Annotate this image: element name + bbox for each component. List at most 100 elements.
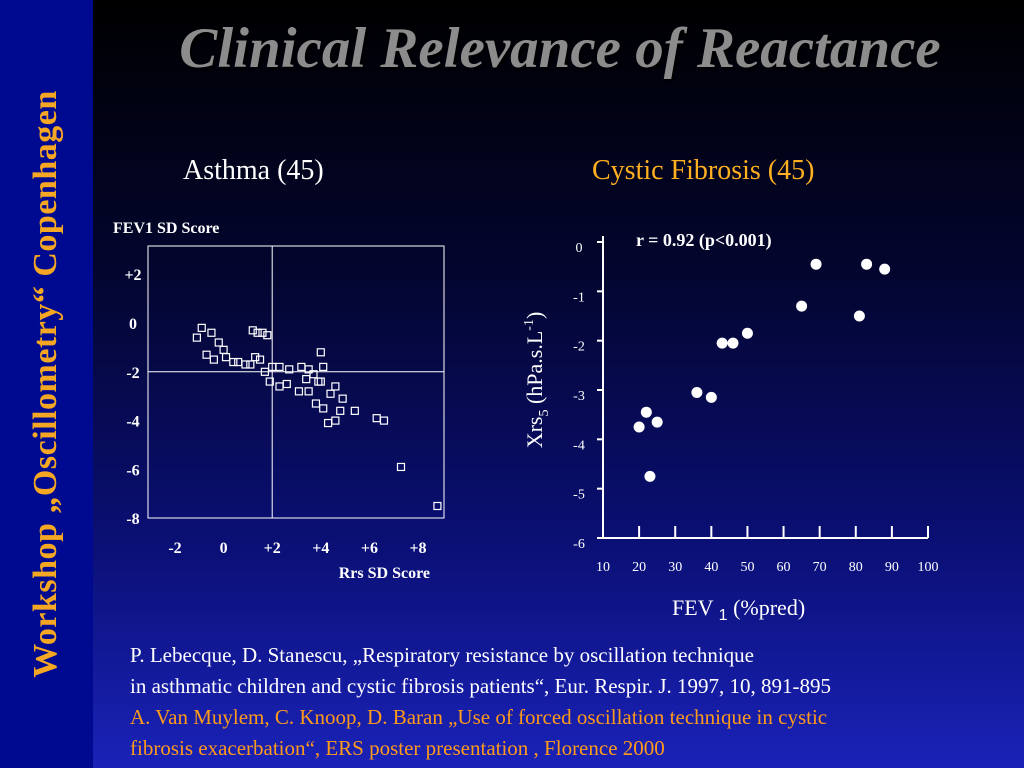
- cf-data-point: [861, 258, 873, 270]
- cf-x-tick-label: 40: [704, 560, 718, 575]
- cf-data-point: [705, 391, 717, 403]
- sidebar-band: Workshop „Oscillometry“ Copenhagen: [0, 0, 93, 768]
- cf-y-axis-label: Xrs5 (hPa.s.L-1): [522, 312, 552, 449]
- asthma-subtitle: Asthma (45): [183, 155, 324, 186]
- asthma-y-tick-label: -6: [126, 462, 139, 479]
- cf-x-tick-label: 10: [596, 560, 610, 575]
- references: P. Lebecque, D. Stanescu, „Respiratory r…: [130, 640, 831, 764]
- asthma-data-point: [285, 365, 294, 374]
- asthma-data-point: [275, 362, 284, 372]
- asthma-data-point: [275, 382, 284, 391]
- asthma-data-point: [311, 399, 321, 408]
- cf-x-tick-label: 20: [632, 560, 646, 575]
- asthma-data-point: [338, 394, 347, 403]
- asthma-data-point: [209, 355, 218, 364]
- cf-x-tick-label: 100: [918, 560, 939, 575]
- asthma-data-point: [192, 333, 201, 342]
- cf-data-point: [716, 337, 728, 349]
- asthma-data-point: [260, 367, 270, 376]
- asthma-x-axis-label: Rrs SD Score: [339, 565, 430, 582]
- asthma-y-tick-label: -2: [126, 365, 139, 382]
- cf-data-point: [741, 327, 753, 339]
- asthma-data-point: [219, 345, 228, 354]
- cf-x-tick-label: 30: [668, 560, 682, 575]
- cf-y-tick-label: -4: [573, 438, 585, 453]
- cf-x-tick-label: 60: [777, 560, 791, 575]
- asthma-data-point: [197, 323, 206, 332]
- asthma-data-point: [251, 353, 260, 362]
- asthma-x-tick-label: +8: [409, 540, 426, 557]
- cf-y-tick-label: 0: [576, 241, 583, 256]
- asthma-data-point: [265, 377, 274, 386]
- reference-2-line-1: A. Van Muylem, C. Knoop, D. Baran „Use o…: [130, 705, 828, 729]
- cf-data-point: [691, 386, 703, 398]
- reference-1-line-1: P. Lebecque, D. Stanescu, „Respiratory r…: [130, 643, 754, 667]
- cf-y-tick-label: -6: [573, 537, 585, 552]
- asthma-data-point: [202, 350, 211, 359]
- asthma-data-point: [433, 501, 442, 511]
- asthma-x-tick-label: -2: [168, 540, 181, 557]
- asthma-data-point: [263, 331, 272, 340]
- asthma-data-point: [336, 406, 345, 415]
- asthma-x-tick-label: 0: [220, 540, 228, 557]
- asthma-data-point: [379, 416, 389, 425]
- asthma-data-point: [331, 382, 340, 391]
- cf-y-tick-label: -3: [573, 389, 585, 404]
- cf-x-tick-label: 50: [740, 560, 754, 575]
- asthma-data-point: [253, 328, 262, 337]
- asthma-data-point: [214, 338, 223, 347]
- cf-subtitle: Cystic Fibrosis (45): [592, 155, 815, 186]
- asthma-data-point: [323, 418, 333, 428]
- cf-data-point: [644, 470, 656, 482]
- asthma-data-point: [248, 326, 257, 335]
- cf-x-axis-label: FEV 1 (%pred): [672, 595, 805, 624]
- cf-data-point: [651, 416, 663, 428]
- asthma-data-point: [319, 404, 328, 413]
- asthma-data-point: [309, 370, 318, 379]
- cf-data-point: [640, 406, 652, 418]
- asthma-x-tick-label: +2: [264, 540, 281, 557]
- asthma-data-point: [302, 375, 311, 384]
- asthma-y-tick-label: +2: [124, 267, 141, 284]
- asthma-data-point: [258, 328, 267, 337]
- cf-data-point: [853, 310, 865, 322]
- cf-x-tick-label: 90: [885, 560, 899, 575]
- asthma-x-tick-label: +4: [312, 540, 329, 557]
- asthma-data-point: [294, 387, 304, 396]
- asthma-data-point: [316, 348, 325, 357]
- reference-1-line-2: in asthmatic children and cystic fibrosi…: [130, 674, 832, 698]
- cf-data-point: [727, 337, 739, 349]
- asthma-data-point: [246, 360, 255, 369]
- asthma-data-point: [319, 362, 328, 372]
- reference-2-line-2: fibrosis exacerbation“, ERS poster prese…: [130, 736, 665, 760]
- asthma-data-point: [229, 357, 238, 367]
- asthma-plot-frame: [147, 245, 445, 519]
- asthma-y-tick-label: 0: [129, 316, 137, 333]
- cf-data-point: [810, 258, 822, 270]
- asthma-data-point: [314, 377, 323, 386]
- asthma-y-tick-label: -4: [126, 414, 139, 431]
- asthma-data-point: [350, 406, 359, 415]
- cf-y-tick-label: -2: [573, 340, 585, 355]
- asthma-y-tick-label: -8: [126, 511, 139, 528]
- cf-x-tick-label: 70: [813, 560, 827, 575]
- cf-correlation-annotation: r = 0.92 (p<0.001): [636, 230, 772, 251]
- asthma-x-tick-label: +6: [361, 540, 378, 557]
- cf-x-tick-label: 80: [849, 560, 863, 575]
- slide-title: Clinical Relevance of Reactance: [179, 17, 941, 80]
- cf-data-point: [879, 263, 891, 275]
- cf-y-tick-label: -1: [573, 290, 585, 305]
- asthma-data-point: [304, 387, 313, 396]
- asthma-data-point: [304, 365, 313, 374]
- asthma-data-point: [396, 462, 406, 472]
- asthma-data-point: [255, 355, 265, 364]
- asthma-y-axis-label: FEV1 SD Score: [113, 220, 219, 237]
- asthma-data-point: [326, 389, 335, 398]
- asthma-data-point: [207, 328, 216, 337]
- cf-data-point: [796, 300, 808, 312]
- cf-y-tick-label: -5: [573, 488, 585, 503]
- asthma-data-point: [241, 360, 250, 369]
- cf-data-point: [633, 421, 645, 433]
